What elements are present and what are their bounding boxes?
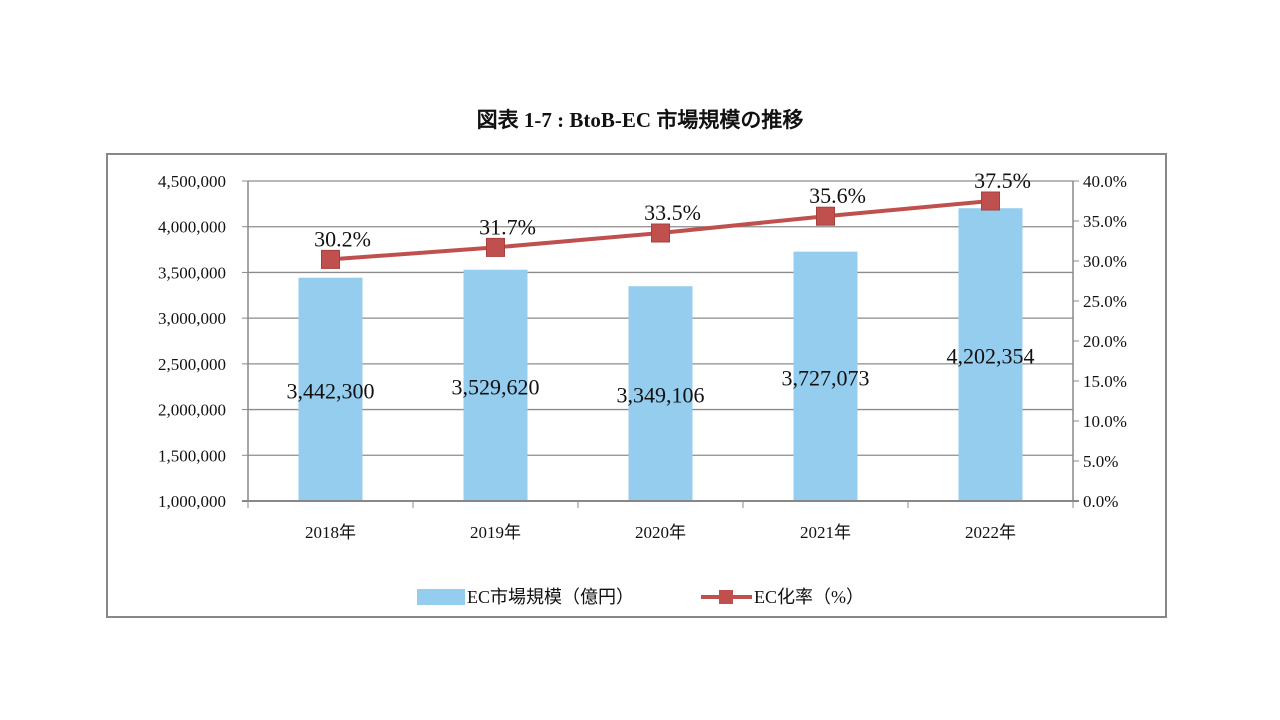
line-data-label: 35.6%: [809, 183, 866, 208]
line-data-label: 31.7%: [479, 214, 536, 239]
bar-data-label: 3,727,073: [782, 365, 870, 390]
right-tick-label: 5.0%: [1083, 452, 1118, 471]
left-tick-label: 2,000,000: [158, 401, 226, 420]
left-tick-label: 3,500,000: [158, 263, 226, 282]
right-tick-label: 40.0%: [1083, 172, 1127, 191]
right-tick-label: 0.0%: [1083, 492, 1118, 511]
bar: [628, 286, 693, 501]
bar: [958, 208, 1023, 501]
line-data-label: 30.2%: [314, 226, 371, 251]
chart-title: 図表 1-7 : BtoB-EC 市場規模の推移: [476, 108, 804, 132]
line-marker: [651, 223, 670, 243]
bar-data-label: 3,349,106: [617, 383, 705, 408]
bar: [463, 269, 528, 501]
right-tick-label: 25.0%: [1083, 292, 1127, 311]
legend-bar-label: EC市場規模（億円）: [467, 587, 634, 607]
right-tick-label: 30.0%: [1083, 252, 1127, 271]
left-tick-label: 4,000,000: [158, 218, 226, 237]
x-tick-label: 2018年: [305, 523, 356, 542]
left-tick-label: 1,500,000: [158, 446, 226, 465]
line-data-label: 33.5%: [644, 200, 701, 225]
line-marker: [981, 191, 1000, 211]
right-tick-label: 15.0%: [1083, 372, 1127, 391]
x-tick-label: 2021年: [800, 523, 851, 542]
line-data-label: 37.5%: [974, 168, 1031, 193]
bar-data-label: 3,529,620: [452, 374, 540, 399]
legend-line-label: EC化率（%）: [754, 587, 864, 607]
bar: [298, 277, 363, 501]
left-tick-label: 1,000,000: [158, 492, 226, 511]
x-tick-label: 2022年: [965, 523, 1016, 542]
left-tick-label: 2,500,000: [158, 355, 226, 374]
line-marker: [321, 249, 340, 269]
legend-line-marker: [719, 590, 733, 604]
bar-data-label: 4,202,354: [947, 344, 1035, 369]
right-tick-label: 35.0%: [1083, 212, 1127, 231]
left-tick-label: 3,000,000: [158, 309, 226, 328]
x-tick-label: 2019年: [470, 523, 521, 542]
line-marker: [486, 237, 505, 257]
chart-frame: [106, 153, 1167, 618]
bar: [793, 251, 858, 501]
left-tick-label: 4,500,000: [158, 172, 226, 191]
line-marker: [816, 206, 835, 226]
bar-data-label: 3,442,300: [287, 378, 375, 403]
x-tick-label: 2020年: [635, 523, 686, 542]
right-tick-label: 10.0%: [1083, 412, 1127, 431]
legend-bar-swatch: [417, 589, 465, 605]
right-tick-label: 20.0%: [1083, 332, 1127, 351]
